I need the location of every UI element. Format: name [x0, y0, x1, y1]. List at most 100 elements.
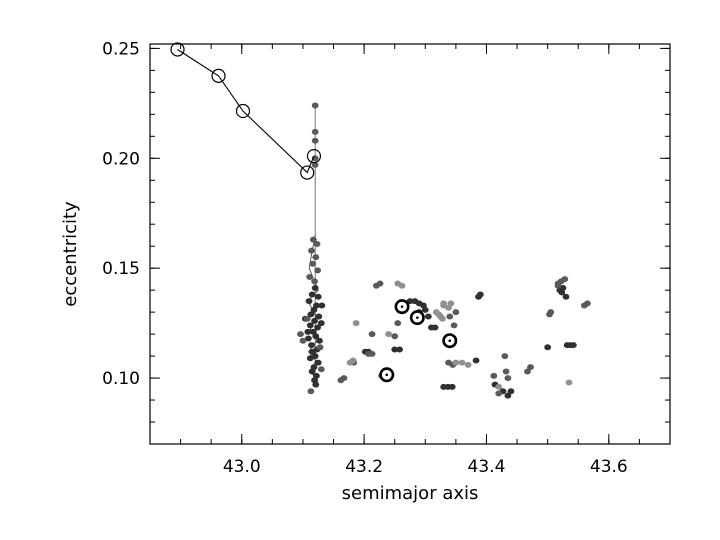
scatter-point-dark-14 — [316, 337, 323, 344]
x-tick-label-0: 43.0 — [223, 457, 261, 477]
y-tick-label-2: 0.15 — [102, 259, 140, 279]
scatter-point-dark-13 — [305, 335, 312, 342]
scatter-point-dark-3 — [305, 298, 313, 305]
scatter-point-mid-29 — [446, 313, 454, 320]
scatter-point-light-13 — [349, 357, 357, 364]
target-marker-dot-0 — [400, 305, 404, 308]
scatter-point-dark-8 — [311, 317, 318, 324]
scatter-point-light-15 — [452, 359, 460, 366]
scatter-point-light-17 — [464, 361, 472, 368]
scatter-point-mid-31 — [452, 309, 460, 316]
scatter-point-light-11 — [352, 320, 360, 327]
scatter-point-mid-37 — [490, 372, 498, 379]
scatter-point-mid-6 — [313, 241, 321, 247]
open-circle-point-4 — [306, 148, 322, 164]
scatter-point-dark-12 — [312, 333, 320, 340]
scatter-point-dark-38 — [431, 324, 439, 331]
scatter-point-dark-0 — [311, 284, 319, 291]
target-marker-dot-3 — [385, 373, 389, 377]
scatter-point-light-7 — [439, 315, 446, 322]
scatter-point-dark-44 — [391, 346, 399, 353]
scatter-point-dark-1 — [308, 291, 316, 298]
scatter-point-dark-62 — [544, 344, 552, 351]
plot-content — [170, 42, 591, 399]
x-tick-label-1: 43.2 — [345, 457, 383, 477]
axes: 43.0 43.2 43.4 43.6 0.25 0.20 0.15 0.10 — [102, 39, 671, 477]
scatter-point-dark-52 — [504, 392, 512, 399]
target-marker-dot-2 — [448, 339, 452, 343]
scatter-point-dark-29 — [318, 302, 326, 309]
scatter-point-dark-5 — [310, 306, 318, 313]
scatter-point-mid-24 — [394, 320, 402, 327]
scatter-point-mid-7 — [308, 247, 315, 254]
open-circle-point-3 — [300, 165, 315, 180]
scatter-point-mid-9 — [309, 260, 317, 267]
scatter-point-mid-45 — [561, 276, 569, 283]
scatter-point-mid-21 — [368, 331, 376, 338]
x-tick-label-3: 43.6 — [590, 457, 628, 477]
scatter-point-dark-26 — [304, 328, 312, 335]
scatter-point-mid-20 — [376, 280, 384, 287]
scatter-point-dark-20 — [314, 359, 322, 366]
scatter-point-mid-35 — [502, 368, 510, 375]
y-axis-label: eccentricity — [60, 201, 81, 307]
scatter-point-dark-22 — [308, 368, 316, 375]
scatter-point-mid-14 — [297, 331, 304, 338]
scatter-point-dark-25 — [312, 381, 320, 388]
scatter-point-mid-42 — [546, 311, 553, 318]
open-circle-track-line — [177, 49, 315, 174]
scatter-point-mid-27 — [340, 375, 348, 382]
target-marker-dot-1 — [416, 316, 419, 319]
scatter-point-mid-13 — [303, 315, 311, 322]
open-circle-point-1 — [211, 68, 226, 83]
scatter-point-mid-8 — [312, 254, 320, 261]
scatter-point-dark-34 — [421, 306, 429, 313]
scatter-point-mid-30 — [450, 322, 458, 329]
scatter-point-light-18 — [495, 383, 503, 390]
y-tick-label-0: 0.25 — [102, 39, 140, 59]
scatter-point-mid-25 — [391, 333, 399, 340]
scatter-point-dark-50 — [472, 357, 480, 364]
scatter-point-light-6 — [445, 304, 452, 311]
scatter-point-dark-6 — [307, 311, 315, 318]
scatter-point-mid-34 — [501, 353, 509, 360]
x-tick-label-2: 43.4 — [468, 457, 506, 477]
open-circle-point-0 — [170, 42, 185, 57]
scatter-point-mid-15 — [299, 337, 307, 344]
scatter-point-dark-57 — [562, 293, 570, 300]
scatter-point-dark-9 — [306, 322, 314, 329]
scatter-point-mid-4 — [311, 161, 319, 168]
scatter-point-mid-46 — [554, 282, 562, 289]
plot-frame — [149, 43, 671, 445]
scatter-point-light-16 — [458, 359, 466, 366]
scatter-point-dark-27 — [317, 320, 325, 327]
scatter-point-dark-43 — [448, 383, 456, 390]
scatter-point-mid-36 — [504, 375, 512, 382]
scatter-point-dark-53 — [507, 388, 515, 395]
y-tick-label-3: 0.10 — [102, 369, 140, 389]
scatter-point-mid-40 — [495, 390, 503, 397]
scatter-point-dark-10 — [314, 324, 322, 331]
scatter-point-mid-1 — [311, 128, 319, 135]
x-axis-label: semimajor axis — [342, 483, 479, 504]
scatter-point-mid-17 — [317, 366, 325, 373]
scatter-point-mid-5 — [309, 236, 317, 243]
scatter-point-mid-0 — [311, 102, 319, 109]
scatter-point-dark-19 — [306, 355, 314, 362]
scatter-point-dark-7 — [315, 313, 323, 320]
scatter-point-mid-10 — [314, 267, 322, 274]
scatter-point-light-19 — [565, 379, 573, 386]
scatter-point-mid-48 — [584, 300, 591, 307]
scatter-point-mid-39 — [527, 364, 534, 371]
scatter-point-dark-36 — [424, 313, 432, 320]
scatter-point-mid-16 — [316, 344, 324, 351]
scatter-point-dark-2 — [314, 293, 322, 300]
scatter-point-light-9 — [398, 282, 406, 289]
scatter-point-mid-2 — [311, 137, 319, 144]
scatter-point-dark-49 — [475, 293, 482, 300]
scatter-point-mid-23 — [365, 350, 372, 357]
scatter-point-mid-11 — [306, 273, 314, 280]
scatter-point-mid-38 — [524, 368, 531, 375]
open-circle-point-2 — [235, 103, 251, 119]
